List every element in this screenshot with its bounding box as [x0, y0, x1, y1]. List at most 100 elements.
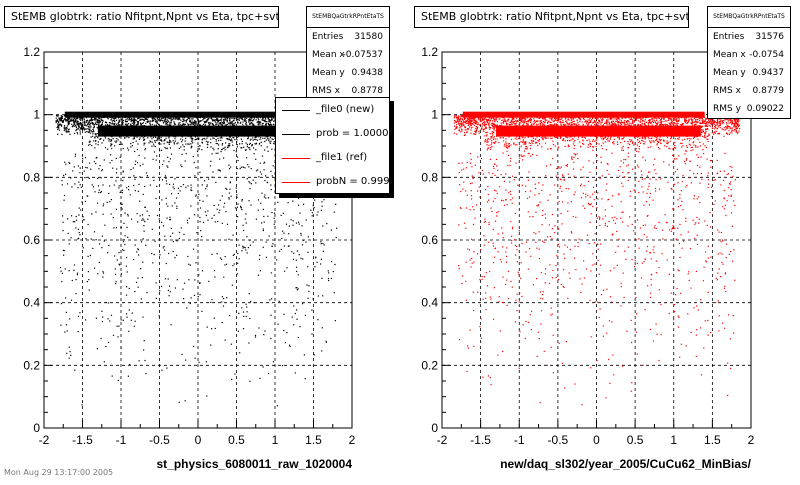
scatter-point [218, 144, 219, 145]
scatter-point [533, 116, 534, 117]
scatter-point [315, 257, 316, 258]
scatter-point [230, 182, 231, 183]
scatter-point [229, 189, 230, 190]
scatter-point [246, 115, 247, 116]
scatter-point [173, 136, 174, 137]
scatter-point [522, 125, 523, 126]
scatter-point [264, 132, 265, 133]
scatter-point [62, 215, 63, 216]
scatter-point [114, 130, 115, 131]
scatter-point [258, 210, 259, 211]
scatter-point [326, 342, 327, 343]
scatter-point [116, 158, 117, 159]
scatter-point [211, 118, 212, 119]
scatter-point [265, 119, 266, 120]
scatter-point [167, 120, 168, 121]
scatter-point [81, 187, 82, 188]
scatter-point [255, 149, 256, 150]
scatter-point [137, 221, 138, 222]
scatter-point [165, 278, 166, 279]
scatter-point [151, 134, 152, 135]
scatter-point [247, 178, 248, 179]
scatter-point [202, 117, 203, 118]
scatter-point [228, 138, 229, 139]
scatter-point [272, 243, 273, 244]
scatter-point [664, 145, 665, 146]
scatter-point [570, 140, 571, 141]
scatter-point [224, 121, 225, 122]
scatter-point [208, 133, 209, 134]
scatter-point [601, 145, 602, 146]
scatter-point [261, 126, 262, 127]
scatter-point [160, 143, 161, 144]
scatter-point [122, 121, 123, 122]
scatter-point [267, 138, 268, 139]
scatter-point [145, 135, 146, 136]
scatter-point [220, 119, 221, 120]
scatter-point [253, 241, 254, 242]
scatter-point [286, 332, 287, 333]
scatter-point [236, 151, 237, 152]
scatter-point [233, 116, 234, 117]
scatter-point [307, 266, 308, 267]
scatter-point [58, 128, 59, 129]
scatter-point [184, 120, 185, 121]
scatter-point [106, 122, 107, 123]
scatter-point [270, 124, 271, 125]
scatter-point [542, 117, 543, 118]
scatter-point [219, 210, 220, 211]
scatter-point [176, 206, 177, 207]
scatter-point [169, 141, 170, 142]
scatter-point [688, 132, 689, 133]
scatter-point [252, 120, 253, 121]
scatter-point [144, 128, 145, 129]
scatter-point [148, 117, 149, 118]
scatter-point [242, 116, 243, 117]
scatter-point [200, 230, 201, 231]
scatter-point [261, 145, 262, 146]
scatter-point [610, 130, 611, 131]
scatter-point [71, 215, 72, 216]
scatter-point [171, 154, 172, 155]
scatter-point [180, 135, 181, 136]
scatter-point [129, 128, 130, 129]
scatter-point [254, 139, 255, 140]
scatter-point [254, 129, 255, 130]
scatter-point [125, 235, 126, 236]
scatter-point [210, 139, 211, 140]
scatter-point [591, 125, 592, 126]
scatter-point [230, 126, 231, 127]
scatter-point [703, 130, 704, 131]
scatter-point [226, 117, 227, 118]
scatter-point [670, 131, 671, 132]
scatter-point [551, 148, 552, 149]
scatter-point [158, 120, 159, 121]
scatter-point [135, 164, 136, 165]
scatter-point [97, 136, 98, 137]
scatter-point [123, 132, 124, 133]
scatter-point [107, 129, 108, 130]
scatter-point [546, 132, 547, 133]
scatter-point [196, 130, 197, 131]
scatter-point [602, 122, 603, 123]
scatter-point [161, 222, 162, 223]
scatter-point [139, 360, 140, 361]
scatter-point [673, 127, 674, 128]
scatter-point [150, 124, 151, 125]
scatter-point [243, 125, 244, 126]
scatter-point [60, 325, 61, 326]
scatter-point [470, 130, 471, 131]
scatter-point [529, 127, 530, 128]
scatter-point [270, 143, 271, 144]
scatter-point [214, 270, 215, 271]
scatter-point [132, 126, 133, 127]
scatter-point [672, 149, 673, 150]
scatter-point [91, 145, 92, 146]
scatter-point [212, 123, 213, 124]
scatter-point [258, 125, 259, 126]
scatter-point [628, 143, 629, 144]
scatter-point [255, 131, 256, 132]
scatter-point [162, 126, 163, 127]
scatter-point [127, 117, 128, 118]
scatter-point [101, 134, 102, 135]
